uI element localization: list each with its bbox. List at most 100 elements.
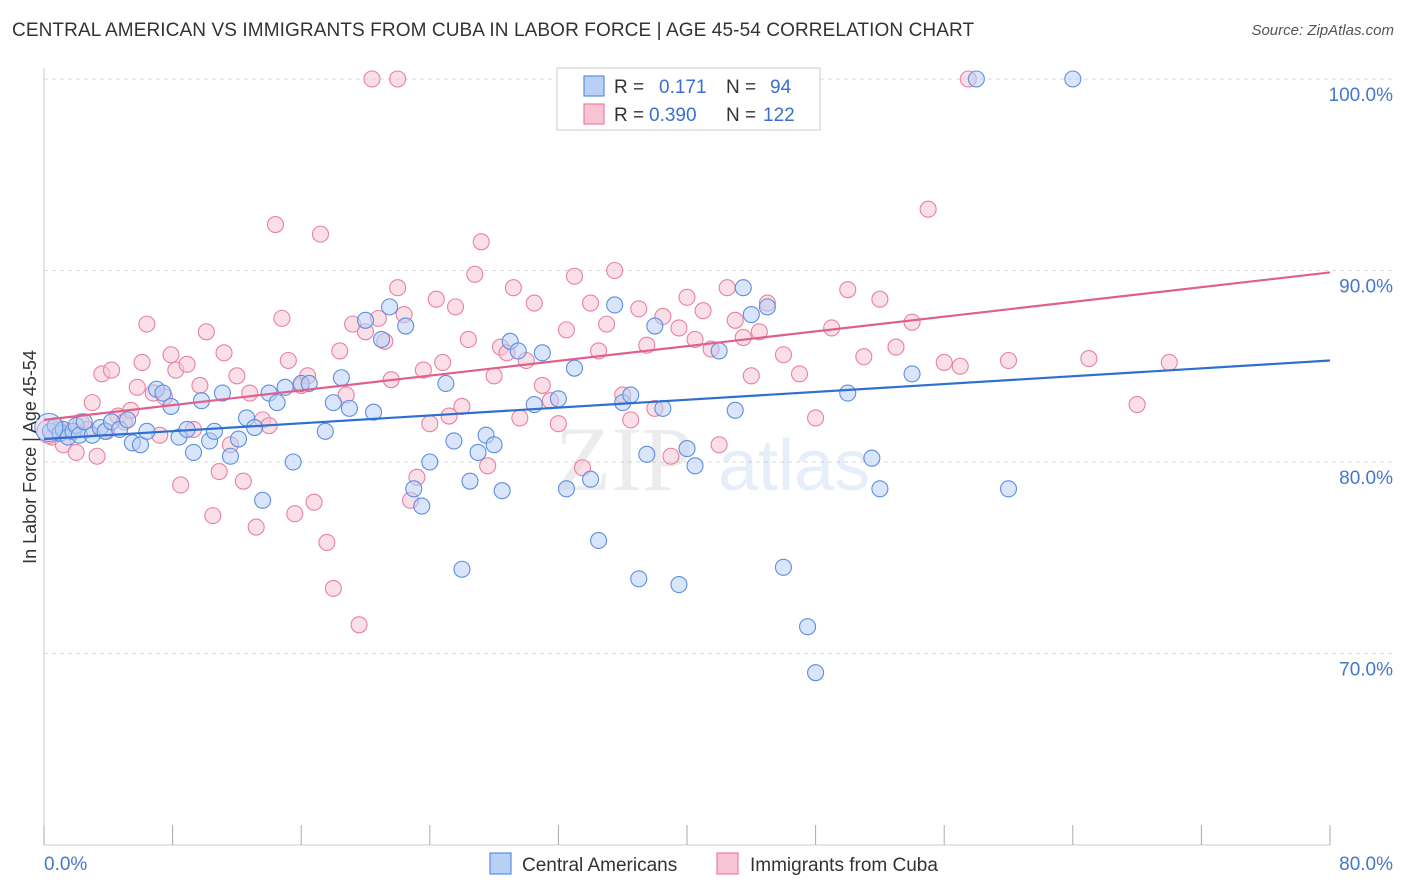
central-american-point: [742, 305, 760, 324]
cuba-point: [565, 267, 584, 285]
central-american-point: [871, 480, 889, 498]
cuba-point: [750, 323, 768, 341]
series-cuba-points: [36, 70, 1178, 634]
cuba-point: [210, 463, 228, 481]
cuba-point: [228, 367, 246, 385]
cuba-point: [459, 330, 477, 348]
legend-n-value-blue: 94: [770, 77, 792, 98]
cuba-point: [734, 328, 752, 347]
cuba-point: [935, 353, 953, 371]
central-american-point: [967, 70, 985, 88]
central-american-point: [863, 449, 881, 467]
central-american-point: [453, 560, 471, 578]
central-american-point: [999, 480, 1018, 498]
cuba-point: [710, 436, 728, 454]
legend-swatch-pink: [583, 103, 605, 125]
central-american-point: [364, 403, 383, 421]
central-american-point: [356, 311, 375, 329]
cuba-point: [172, 476, 190, 494]
central-american-point: [461, 472, 479, 490]
central-american-point: [421, 453, 439, 471]
cuba-point: [247, 518, 265, 536]
cuba-point: [389, 279, 407, 297]
cuba-point: [726, 311, 744, 329]
cuba-point: [606, 261, 624, 280]
y-tick-label: 80.0%: [1339, 468, 1393, 489]
cuba-point: [414, 361, 432, 379]
cuba-point: [871, 290, 889, 308]
legend-r-value-blue: 0.171: [659, 77, 707, 98]
cuba-point: [215, 344, 233, 362]
central-american-point: [807, 664, 825, 682]
legend-r-label-pink: R =: [614, 105, 644, 126]
legend-swatch-blue: [583, 75, 605, 97]
series-legend-label-pink: Immigrants from Cuba: [750, 855, 938, 876]
y-axis-label: In Labor Force | Age 45-54: [20, 350, 40, 564]
central-american-point: [340, 399, 358, 417]
cuba-point: [686, 330, 704, 348]
cuba-point: [485, 367, 503, 385]
cuba-point: [662, 447, 680, 465]
watermark-atlas: atlas: [718, 426, 870, 506]
cuba-point: [128, 378, 146, 396]
cuba-point: [446, 298, 465, 316]
y-tick-label: 90.0%: [1339, 277, 1393, 298]
cuba-point: [204, 507, 222, 525]
cuba-point: [88, 447, 106, 465]
central-american-point: [316, 422, 334, 440]
cuba-point: [427, 290, 445, 308]
central-american-point: [485, 436, 503, 454]
central-american-point: [734, 279, 752, 297]
cuba-point: [1080, 350, 1098, 368]
cuba-point: [855, 348, 873, 366]
trend-line-central-american: [43, 359, 1331, 441]
central-american-point: [630, 570, 648, 588]
central-american-point: [493, 482, 511, 500]
cuba-point: [311, 225, 330, 243]
cuba-point: [694, 302, 712, 320]
central-american-point: [638, 445, 656, 463]
central-american-point: [284, 453, 302, 471]
chart-title: CENTRAL AMERICAN VS IMMIGRANTS FROM CUBA…: [12, 20, 975, 41]
cuba-point: [678, 288, 696, 306]
cuba-point: [525, 294, 543, 312]
cuba-point: [266, 215, 285, 234]
cuba-point: [197, 323, 215, 341]
cuba-point: [774, 346, 793, 364]
central-american-point: [509, 342, 527, 360]
central-american-point: [710, 342, 728, 360]
central-american-point: [437, 374, 455, 393]
central-american-point: [332, 369, 350, 387]
cuba-point: [999, 351, 1018, 370]
cuba-point: [350, 616, 368, 634]
watermark: ZIP atlas: [555, 408, 870, 510]
trend-line-cuba: [43, 271, 1331, 421]
cuba-point: [67, 443, 85, 461]
central-american-point: [213, 384, 231, 402]
cuba-point: [318, 533, 336, 551]
cuba-point: [533, 376, 551, 394]
cuba-point: [807, 409, 825, 427]
cuba-point: [598, 315, 616, 333]
cuba-point: [133, 353, 151, 371]
central-american-point: [373, 330, 391, 348]
cuba-point: [839, 281, 857, 299]
series-legend-swatch-blue: [489, 852, 512, 875]
central-american-point: [670, 576, 688, 594]
central-american-point: [606, 296, 624, 314]
central-american-point: [34, 413, 64, 443]
central-american-point: [268, 394, 286, 412]
cuba-point: [903, 313, 921, 331]
cuba-point: [434, 353, 452, 371]
central-american-point: [1064, 70, 1082, 88]
central-american-point: [221, 447, 240, 465]
central-american-point: [205, 422, 223, 440]
cuba-point: [138, 315, 156, 333]
legend-r-label-blue: R =: [614, 77, 644, 98]
central-american-point: [119, 411, 137, 429]
cuba-point: [440, 407, 458, 425]
cuba-point: [1128, 395, 1146, 414]
cuba-point: [630, 300, 648, 318]
cuba-point: [466, 265, 484, 283]
